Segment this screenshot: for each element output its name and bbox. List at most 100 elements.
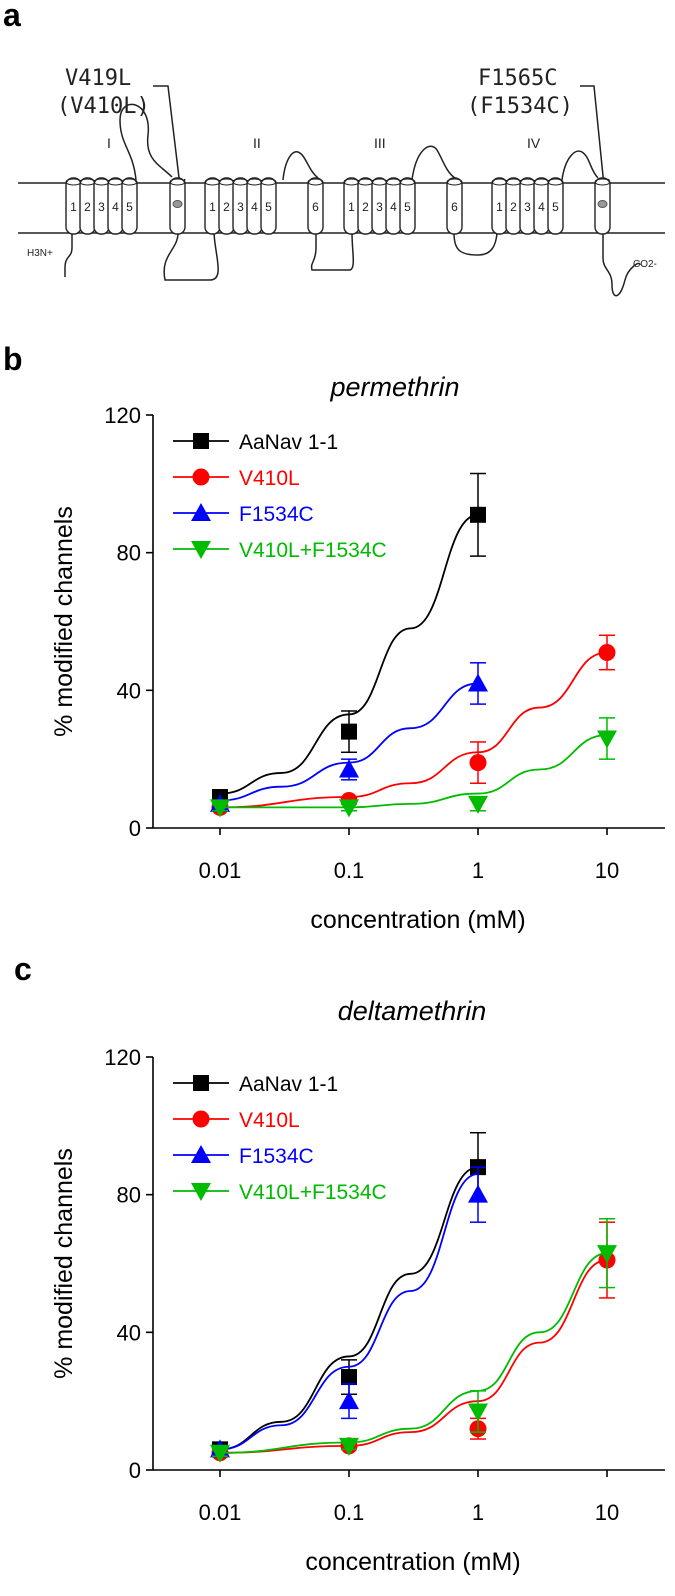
data-point [468, 673, 488, 692]
x-tick-label: 10 [595, 858, 619, 883]
series-3 [210, 717, 617, 818]
c-terminus-tail [602, 233, 641, 297]
data-point [339, 1437, 359, 1456]
mutation-right-label: F1565C [478, 66, 557, 91]
mutation-left-sublabel: (V410L) [57, 94, 150, 119]
segment-cylinder [547, 177, 564, 235]
y-tick-label: 80 [117, 541, 141, 566]
n-terminus-tail [64, 233, 73, 277]
pore-loop-4 [561, 150, 599, 181]
segment-number: 4 [251, 200, 258, 214]
x-tick-label: 10 [595, 1500, 619, 1525]
pore-loop-3 [411, 145, 456, 181]
fit-curve [219, 651, 608, 809]
y-tick-label: 80 [117, 1183, 141, 1208]
series-3 [210, 1218, 617, 1463]
legend-marker [191, 541, 211, 559]
x-axis-label: concentration (mM) [310, 906, 525, 934]
domain-2-label: II [253, 135, 261, 151]
data-point [468, 1403, 488, 1422]
loop-2-3 [310, 232, 355, 271]
pore-loop-2 [282, 151, 319, 181]
segment-cylinder [121, 177, 138, 235]
legend-label: V410L [239, 467, 300, 490]
x-tick-label: 0.01 [199, 858, 242, 883]
segment-cylinder [399, 177, 416, 235]
segment-number: 1 [70, 200, 77, 214]
segment-number: 6 [451, 200, 458, 214]
series-1 [211, 634, 616, 816]
segment-cap [169, 178, 186, 186]
segment-number: 5 [404, 200, 411, 214]
chart-title: deltamethrin [338, 996, 487, 1026]
mutation-right-arrow [580, 85, 605, 187]
data-point [469, 754, 487, 772]
segment-number: 3 [376, 200, 383, 214]
segment-number: 1 [348, 200, 355, 214]
data-point [339, 759, 359, 778]
loop-3-4 [453, 232, 498, 256]
segment-cylinder [307, 177, 324, 235]
y-tick-label: 0 [129, 1458, 141, 1483]
chart-deltamethrin: c deltamethrin 0 40 80 120 0.01 0.1 1 10 concentr… [14, 951, 665, 1576]
fit-curve [219, 513, 479, 795]
fit-curve [219, 1259, 608, 1454]
legend-marker [193, 1075, 209, 1091]
segment-number: 5 [126, 200, 133, 214]
segment-number: 1 [209, 200, 216, 214]
legend-marker [191, 1145, 211, 1163]
pore-loop-1 [119, 103, 173, 181]
topology-diagram: a V419L (V410L) F1565C (F1534C) I II III… [3, 0, 665, 297]
y-axis-label: % modified channels [50, 1148, 78, 1379]
data-point [341, 723, 357, 740]
segment-number: 2 [223, 200, 230, 214]
data-point [470, 506, 486, 523]
x-tick-label: 1 [472, 1500, 484, 1525]
panel-a-label: a [3, 0, 21, 33]
fit-curve [219, 1252, 608, 1454]
legend-label: V410L+F1534C [239, 1181, 387, 1204]
data-point [210, 1444, 230, 1463]
data-point [597, 730, 617, 749]
segment-number: 3 [98, 200, 105, 214]
panel-c-label: c [14, 951, 32, 987]
y-tick-label: 120 [104, 403, 141, 428]
data-point [339, 799, 359, 818]
y-tick-label: 40 [117, 678, 141, 703]
segment-number: 4 [112, 200, 119, 214]
segment-cylinder [260, 177, 277, 235]
segment-number: 3 [237, 200, 244, 214]
domain-1-label: I [107, 135, 111, 151]
segment-cap [307, 178, 324, 186]
data-point [597, 1245, 617, 1264]
domain-3-label: III [374, 135, 386, 151]
legend-label: V410L [239, 1109, 300, 1132]
mutation-left-arrow [153, 85, 181, 187]
n-terminus-label: H3N+ [27, 248, 53, 259]
segment-number: 2 [362, 200, 369, 214]
legend-label: AaNav 1-1 [239, 431, 338, 454]
segment-number: 5 [265, 200, 272, 214]
segment-number: 4 [390, 200, 397, 214]
legend-marker [191, 1183, 211, 1201]
legend-label: F1534C [239, 1145, 314, 1168]
legend-marker [191, 503, 211, 521]
segment-number: 2 [510, 200, 517, 214]
segment-number: 2 [84, 200, 91, 214]
x-tick-label: 0.01 [199, 1500, 242, 1525]
legend-marker [193, 433, 209, 449]
y-tick-label: 120 [104, 1045, 141, 1070]
domain-4-label: IV [527, 135, 541, 151]
fit-curve [219, 1173, 479, 1451]
legend-marker [192, 468, 210, 486]
segment-number: 6 [312, 200, 319, 214]
legend-label: AaNav 1-1 [239, 1073, 338, 1096]
segment-number: 5 [552, 200, 559, 214]
segment-cylinder [446, 177, 463, 235]
data-point [341, 1369, 357, 1386]
y-tick-label: 0 [129, 816, 141, 841]
segment-cap [260, 178, 277, 186]
fit-curve [220, 734, 608, 809]
mutation-site-dot [172, 200, 183, 208]
